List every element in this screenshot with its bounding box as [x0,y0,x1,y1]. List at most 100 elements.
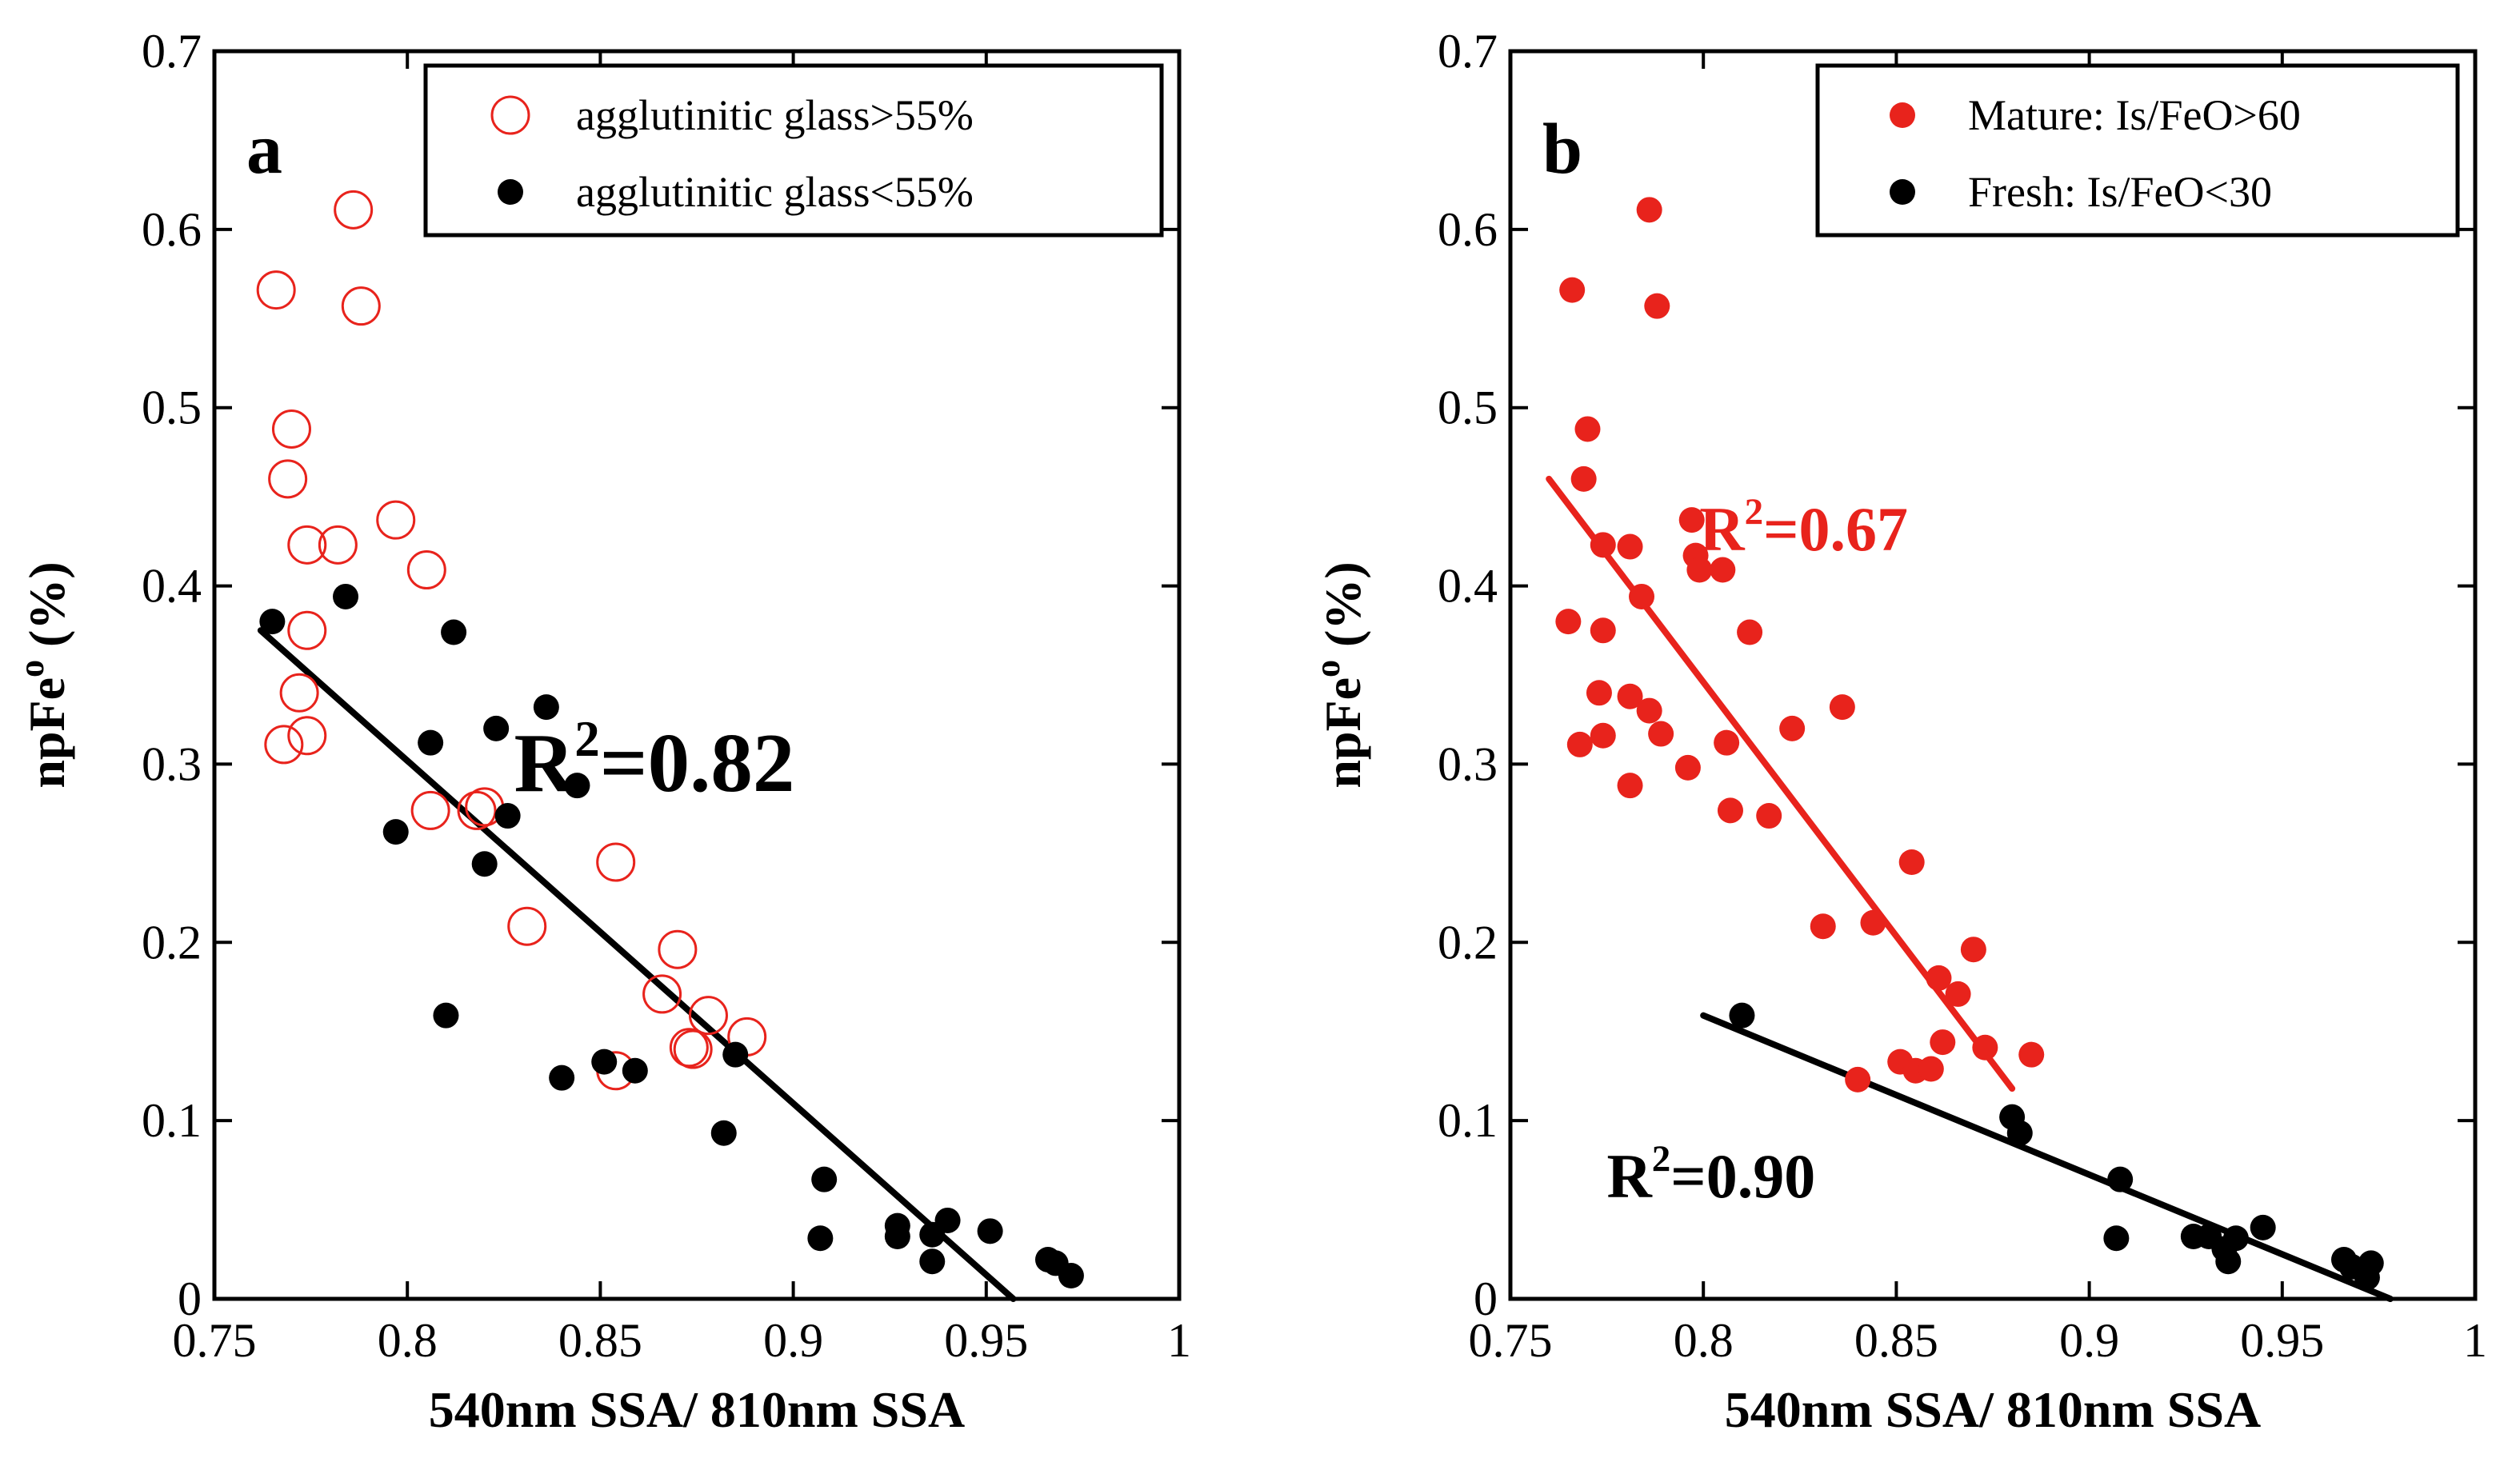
data-point [441,619,467,645]
series-1 [256,190,767,1091]
data-point [1636,197,1662,223]
legend-marker [1890,179,1915,205]
data-point [268,459,308,499]
data-point [1617,683,1643,709]
y-axis-title-suffix: (%) [1314,561,1371,660]
data-point [2107,1166,2134,1192]
y-axis-title-sup: o [12,660,51,677]
series-2 [1729,1002,2384,1291]
y-axis-title-base: npFe [1314,677,1371,789]
data-point [1918,1056,1944,1082]
data-point [884,1224,910,1249]
data-point [807,1225,834,1252]
data-point [318,525,358,565]
x-tick-label: 0.85 [558,1314,642,1367]
data-point [1737,619,1763,645]
r2-sup: 2 [1745,491,1764,533]
data-point [507,906,547,946]
data-point [1570,465,1597,492]
x-tick-label: 0.95 [2240,1314,2324,1367]
data-point [1686,557,1713,583]
data-point [710,1120,737,1146]
data-point [2103,1225,2130,1252]
data-point [1586,680,1612,706]
data-point [1972,1034,1998,1061]
y-tick-label: 0.6 [1438,203,1498,256]
series-1 [1555,197,2045,1093]
r2-value: =0.67 [1763,494,1908,564]
data-point [410,790,450,830]
data-point [919,1248,946,1275]
legend-label: Fresh: Is/FeO<30 [1968,168,2272,216]
x-tick-label: 0.95 [944,1314,1028,1367]
y-tick-label: 0.1 [1438,1094,1498,1147]
data-point [934,1207,961,1233]
data-point [688,996,728,1036]
data-point [2215,1248,2242,1275]
data-point [2222,1225,2249,1252]
legend-marker [498,179,523,205]
series-2 [259,583,1084,1289]
data-point [1860,909,1886,936]
r2-base: R [1606,1141,1653,1211]
x-tick-label: 0.75 [1469,1314,1553,1367]
data-point [264,725,304,765]
y-tick-label: 0.6 [142,203,202,256]
data-point [341,286,381,326]
data-point [1629,583,1655,609]
data-point [259,609,286,635]
data-point [2018,1041,2045,1068]
data-point [1710,557,1736,583]
data-point [642,974,682,1014]
data-point [1590,617,1616,644]
data-point [287,716,327,756]
data-point [418,729,444,756]
y-tick-label: 0.3 [1438,737,1498,790]
data-point [1845,1066,1871,1093]
data-point [1829,694,1855,721]
fit-line-2 [1700,1012,2394,1302]
data-point [1644,293,1670,319]
data-point [1590,532,1616,558]
data-point [271,409,311,449]
r2-sup: 2 [574,711,600,767]
data-point [1590,722,1616,749]
data-point [1648,721,1674,747]
legend-box [1815,63,2460,238]
legend-label: agglutinitic glass<55% [576,168,974,216]
data-point [256,270,296,310]
r2-sup: 2 [1652,1138,1671,1180]
y-tick-label: 0.2 [1438,916,1498,969]
legend-marker [490,95,530,135]
r2-value: =0.90 [1670,1141,1815,1211]
y-tick-label: 0 [178,1272,202,1325]
data-point [1566,731,1593,757]
data-point [1058,1263,1084,1289]
data-point [977,1218,1003,1244]
x-tick-label: 0.85 [1854,1314,1938,1367]
panel-a: 0.75 0.8 0.85 0.9 0.95 1 0 0.1 0.2 0.3 0.4 0.5 0.6 0.… [12,25,1191,1438]
y-axis-title: npFeo (%) [1308,561,1371,788]
data-point [1729,1002,1755,1029]
data-point [279,673,319,713]
panel-letter: a [246,110,282,189]
data-point [533,694,559,721]
plot-frame [212,49,1182,1301]
data-point [334,190,374,230]
data-point [673,1029,713,1069]
data-point [382,819,409,845]
data-point [549,1065,575,1091]
x-tick-label: 0.8 [378,1314,438,1367]
data-point [669,1028,709,1068]
data-point [494,803,521,829]
legend-box [423,63,1164,238]
data-point [1678,507,1705,533]
y-tick-label: 0.4 [142,560,202,613]
data-point [433,1002,459,1029]
data-point [287,610,327,650]
r2-annotation: R2=0.67 [1699,491,1908,564]
x-tick-label: 1 [2463,1314,2487,1367]
x-axis-title: 540nm SSA/ 810nm SSA [429,1381,965,1438]
data-point [406,550,446,590]
y-tick-label: 0.4 [1438,560,1498,613]
